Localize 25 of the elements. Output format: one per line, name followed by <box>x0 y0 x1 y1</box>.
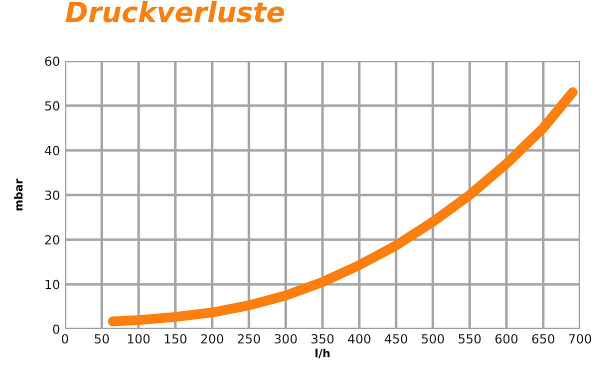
y-tick-label: 20 <box>45 235 60 245</box>
y-tick-label: 10 <box>46 280 60 290</box>
x-tick-label: 100 <box>128 334 150 344</box>
x-tick-label: 650 <box>532 334 554 344</box>
y-tick-label: 30 <box>45 190 60 200</box>
x-axis-title: l/h <box>316 348 330 358</box>
x-tick-label: 50 <box>94 334 109 344</box>
x-tick-label: 0 <box>62 334 68 344</box>
x-tick-label: 600 <box>495 334 518 344</box>
chart-title: Druckverluste <box>66 0 284 22</box>
y-axis-title: mbar <box>14 178 23 210</box>
y-tick-label: 60 <box>45 56 60 66</box>
x-tick-label: 350 <box>312 334 334 344</box>
y-tick-label: 40 <box>44 146 60 156</box>
y-tick-label: 50 <box>45 101 60 111</box>
x-tick-label: 500 <box>422 334 444 344</box>
x-tick-label: 300 <box>274 334 297 344</box>
x-tick-label: 450 <box>384 334 408 344</box>
y-tick-label: 0 <box>53 324 60 334</box>
x-tick-label: 550 <box>458 334 481 344</box>
x-tick-label: 250 <box>238 334 260 344</box>
x-tick-label: 400 <box>348 334 370 344</box>
x-tick-label: 200 <box>201 334 224 344</box>
x-tick-label: 150 <box>164 334 186 344</box>
x-tick-label: 700 <box>569 334 592 344</box>
